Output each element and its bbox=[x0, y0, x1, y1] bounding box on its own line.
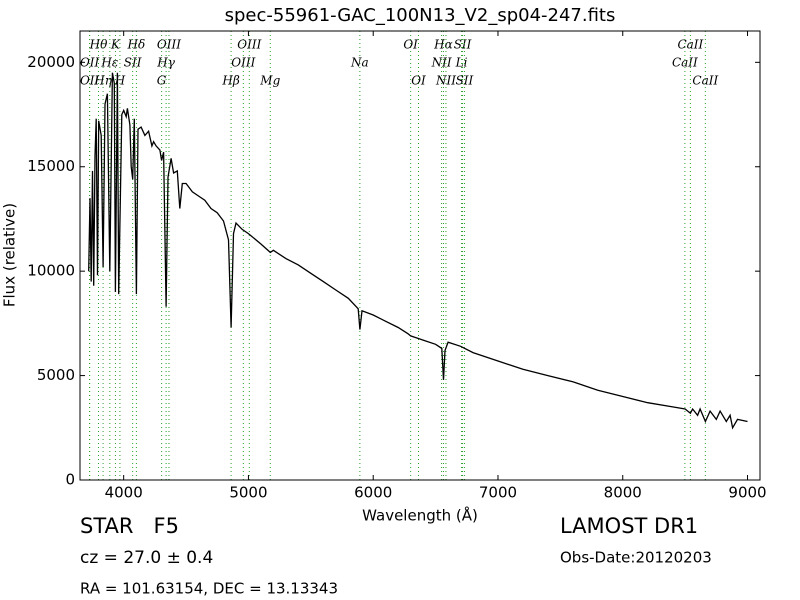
feature-label: Hγ bbox=[156, 56, 175, 70]
survey: LAMOST DR1 bbox=[560, 514, 698, 538]
coordinates: RA = 101.63154, DEC = 13.13343 bbox=[80, 580, 338, 598]
feature-label: Hβ bbox=[221, 74, 239, 88]
y-tick-label: 0 bbox=[65, 471, 75, 489]
feature-label: Hη bbox=[93, 74, 112, 88]
x-tick-label: 9000 bbox=[728, 484, 766, 502]
feature-label: OI bbox=[411, 74, 426, 88]
feature-label: SII bbox=[454, 38, 472, 52]
chart-title: spec-55961-GAC_100N13_V2_sp04-247.fits bbox=[225, 5, 616, 26]
x-axis-label: Wavelength (Å) bbox=[362, 506, 478, 525]
feature-label: Li bbox=[455, 56, 468, 70]
feature-label: H bbox=[114, 74, 126, 88]
obs-date: Obs-Date:20120203 bbox=[560, 549, 712, 567]
plot-frame bbox=[79, 30, 761, 481]
feature-label: NII bbox=[431, 56, 452, 70]
x-tick-label: 6000 bbox=[354, 484, 392, 502]
feature-label: OI bbox=[403, 38, 418, 52]
x-tick-label: 8000 bbox=[604, 484, 642, 502]
feature-label: CaII bbox=[672, 56, 698, 70]
feature-label: OIII bbox=[231, 56, 255, 70]
feature-label: Mg bbox=[259, 74, 280, 88]
feature-label: CaII bbox=[692, 74, 718, 88]
y-tick-label: 20000 bbox=[27, 53, 75, 71]
star-class: STAR F5 bbox=[80, 514, 179, 538]
feature-label: Hθ bbox=[89, 38, 108, 52]
feature-label: G bbox=[157, 74, 167, 88]
feature-label: OIII bbox=[237, 38, 261, 52]
y-tick-label: 5000 bbox=[37, 366, 75, 384]
y-axis-label: Flux (relative) bbox=[1, 203, 19, 307]
feature-label: OII bbox=[80, 56, 100, 70]
feature-label: Hα bbox=[433, 38, 453, 52]
feature-label: OII bbox=[80, 74, 100, 88]
feature-label: SII bbox=[456, 74, 474, 88]
x-tick-label: 5000 bbox=[229, 484, 267, 502]
x-tick-label: 4000 bbox=[105, 484, 143, 502]
feature-label: OIII bbox=[157, 38, 181, 52]
feature-label: SII bbox=[124, 56, 142, 70]
spectrum-line bbox=[88, 72, 748, 430]
y-tick-label: 15000 bbox=[27, 157, 75, 175]
feature-label: Hδ bbox=[127, 38, 146, 52]
x-tick-label: 7000 bbox=[479, 484, 517, 502]
feature-label: Na bbox=[350, 56, 369, 70]
y-tick-label: 10000 bbox=[27, 262, 75, 280]
redshift: cz = 27.0 ± 0.4 bbox=[80, 548, 213, 568]
feature-label: Hε bbox=[100, 56, 118, 70]
feature-label: CaII bbox=[677, 38, 703, 52]
feature-label: K bbox=[110, 38, 121, 52]
feature-label: NII bbox=[435, 74, 456, 88]
